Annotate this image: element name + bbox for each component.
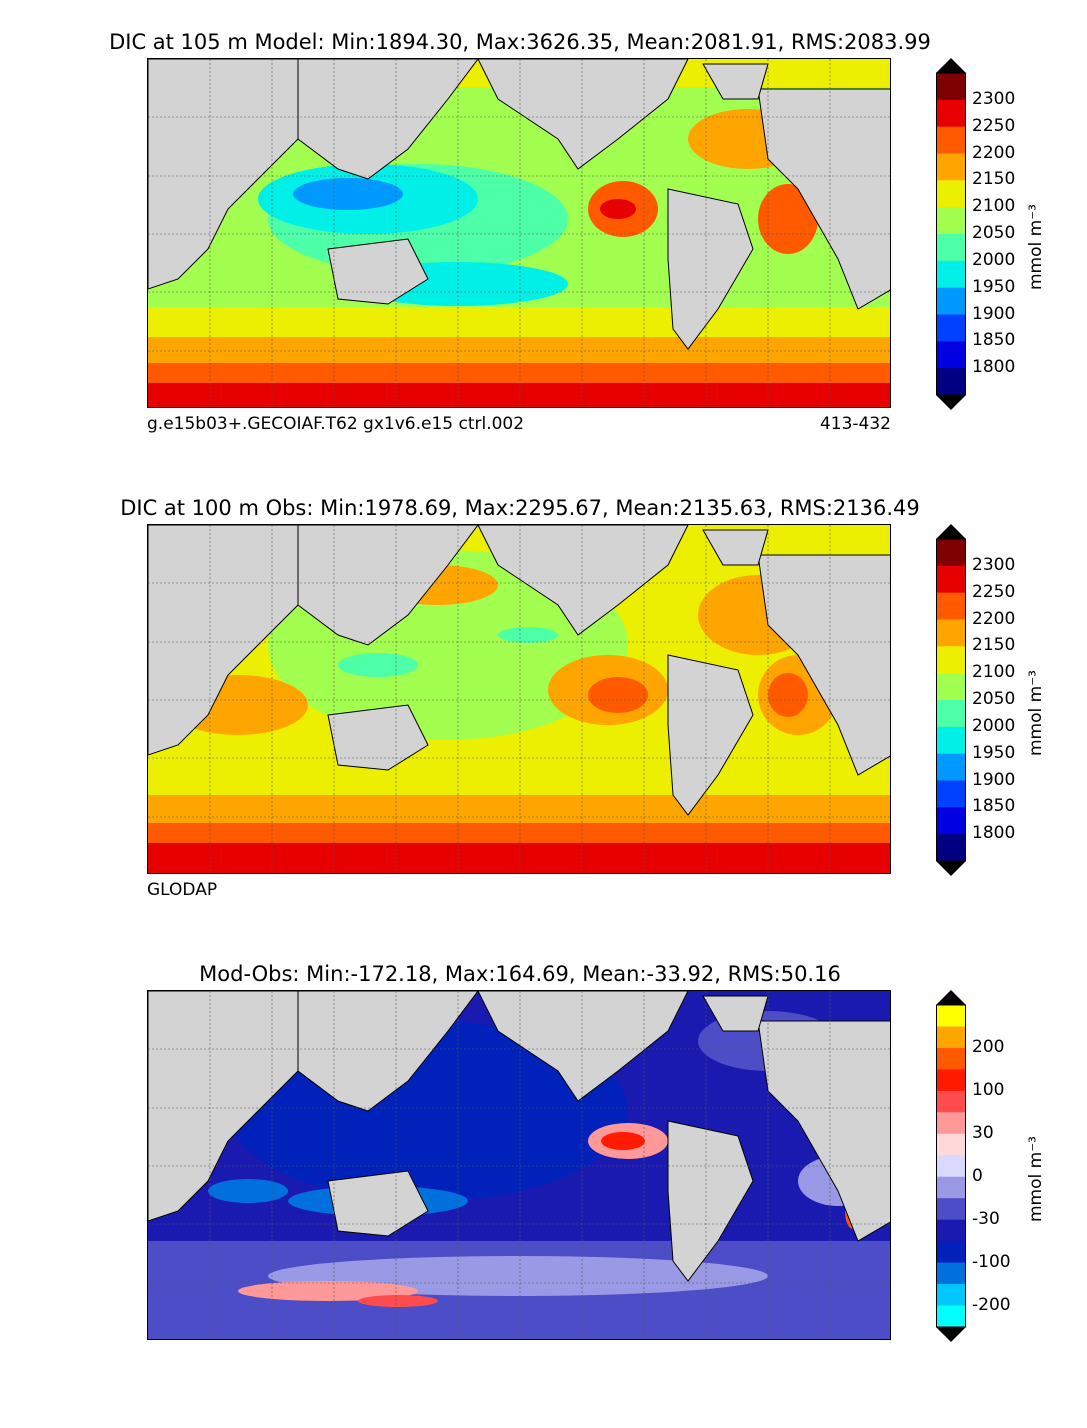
colorbar-tick-label: 2000 [972,715,1016,736]
colorbar-swatch [936,1112,966,1135]
colorbar-swatch [936,1284,966,1307]
colorbar-tick-label: 2150 [972,635,1016,656]
colorbar-swatch [936,1198,966,1221]
colorbar-tick-label: 2250 [972,115,1016,136]
colorbar-swatch [936,287,966,315]
colorbar-tick-label: 2000 [972,249,1016,270]
colorbar-swatch [936,341,966,369]
colorbar-swatch [936,780,966,808]
colorbar [936,990,966,1342]
years-caption: 413-432 [819,414,891,434]
map-diff [147,990,891,1340]
colorbar-tick-label: 1950 [972,742,1016,763]
colorbar-tick-label: -200 [972,1294,1011,1315]
colorbar-tick-label: 2100 [972,196,1016,217]
colorbar-tick-label: -30 [972,1208,1000,1229]
colorbar-swatch [936,592,966,620]
colorbar-swatch [936,1133,966,1156]
panel-title: DIC at 100 m Obs: Min:1978.69, Max:2295.… [120,496,920,520]
panel-title: DIC at 105 m Model: Min:1894.30, Max:362… [109,30,931,54]
colorbar-tick-label: 200 [972,1036,1005,1057]
colorbar-swatch [936,1069,966,1092]
colorbar-swatch [936,368,966,396]
colorbar-tick-label: 2250 [972,581,1016,602]
colorbar-swatch [936,180,966,208]
colorbar-tick-label: 2300 [972,88,1016,109]
colorbar-swatch [936,1026,966,1049]
colorbar-tick-label: -100 [972,1251,1011,1272]
colorbar-swatch [936,73,966,101]
panel-title: Mod-Obs: Min:-172.18, Max:164.69, Mean:-… [199,962,841,986]
colorbar-tick-label: 2150 [972,169,1016,190]
colorbar-unit: mmol m⁻³ [1026,1136,1046,1222]
colorbar-swatch [936,619,966,647]
colorbar-tick-label: 1900 [972,303,1016,324]
colorbar [936,58,966,410]
source-caption: GLODAP [147,880,218,900]
run-caption: g.e15b03+.GECOIAF.T62 gx1v6.e15 ctrl.002 [147,414,525,434]
colorbar-tick-label: 2300 [972,554,1016,575]
colorbar-tick-label: 2100 [972,662,1016,683]
colorbar-unit: mmol m⁻³ [1026,204,1046,290]
colorbar-tick-label: 100 [972,1079,1005,1100]
colorbar-tick-label: 2200 [972,608,1016,629]
panel-diff: Mod-Obs: Min:-172.18, Max:164.69, Mean:-… [0,962,1087,1428]
colorbar-tick-label: 1800 [972,823,1016,844]
panel-obs: DIC at 100 m Obs: Min:1978.69, Max:2295.… [0,496,1087,962]
map-obs [147,524,891,874]
colorbar-swatch [936,834,966,862]
colorbar-swatch [936,673,966,701]
colorbar-tick-label: 1800 [972,357,1016,378]
colorbar-swatch [936,1305,966,1328]
colorbar-tick-label: 1950 [972,276,1016,297]
colorbar-swatch [936,539,966,567]
colorbar-swatch [936,700,966,728]
colorbar-tick-label: 2050 [972,689,1016,709]
colorbar-swatch [936,646,966,674]
colorbar-swatch [936,153,966,181]
colorbar-unit: mmol m⁻³ [1026,670,1046,756]
colorbar-swatch [936,1155,966,1178]
colorbar-swatch [936,753,966,781]
colorbar-swatch [936,1176,966,1199]
colorbar-tick-label: 30 [972,1122,994,1143]
colorbar-swatch [936,234,966,262]
colorbar-swatch [936,314,966,342]
colorbar-swatch [936,207,966,235]
colorbar-swatch [936,726,966,755]
colorbar-swatch [936,260,966,289]
colorbar-tick-label: 1900 [972,769,1016,790]
map-model [147,58,891,408]
colorbar [936,524,966,876]
colorbar-tick-label: 0 [972,1165,983,1186]
colorbar-swatch [936,99,966,128]
colorbar-swatch [936,807,966,835]
colorbar-tick-label: 2200 [972,142,1016,163]
colorbar-swatch [936,1219,966,1242]
colorbar-swatch [936,1005,966,1027]
colorbar-swatch [936,126,966,154]
colorbar-tick-label: 2050 [972,223,1016,243]
colorbar-tick-label: 1850 [972,796,1016,817]
colorbar-tick-label: 1850 [972,330,1016,351]
panel-model: DIC at 105 m Model: Min:1894.30, Max:362… [0,30,1087,496]
colorbar-swatch [936,1090,966,1113]
colorbar-swatch [936,1241,966,1264]
colorbar-swatch [936,1047,966,1070]
colorbar-swatch [936,1262,966,1285]
colorbar-swatch [936,565,966,594]
